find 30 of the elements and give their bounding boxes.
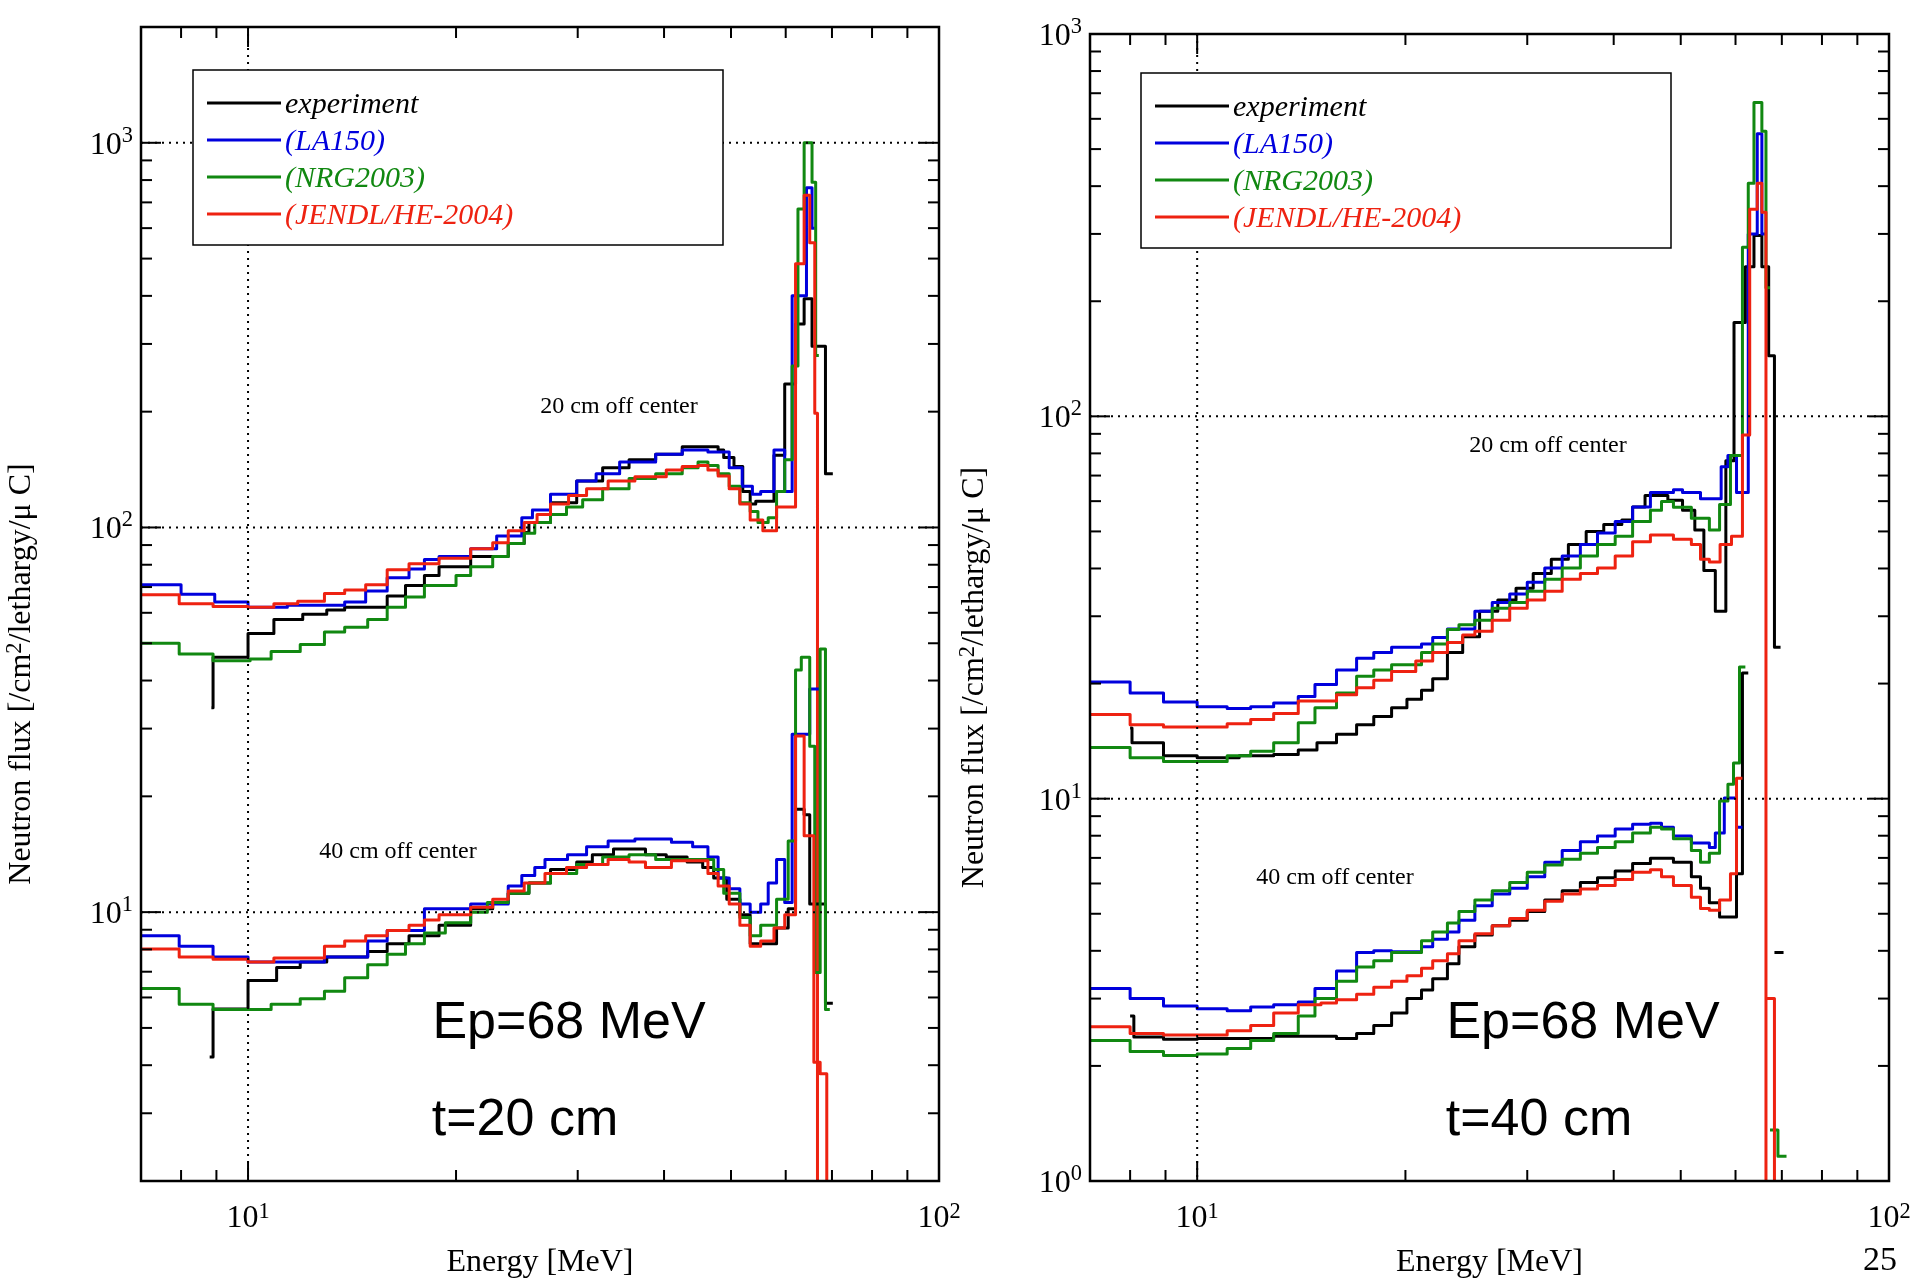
y-tick-label: 10$^{2}$ xyxy=(89,506,133,546)
legend-label: experiment xyxy=(285,86,419,119)
annotation: 20 cm off center xyxy=(540,392,698,418)
text: 25 xyxy=(1863,1240,1897,1277)
legend-label: (JENDL/HE-2004) xyxy=(285,197,514,231)
annotation: 20 cm off center xyxy=(1469,431,1627,457)
annotation: Ep=68 MeV xyxy=(1446,991,1720,1049)
legend-label: (NRG2003) xyxy=(1233,163,1373,197)
y-tick-label: 10$^{1}$ xyxy=(89,890,133,931)
legend-label: (JENDL/HE-2004) xyxy=(1233,200,1462,234)
annotation: 40 cm off center xyxy=(319,837,477,863)
annotation: t=20 cm xyxy=(431,1088,619,1146)
legend-label: (LA150) xyxy=(285,123,385,157)
annotation: t=40 cm xyxy=(1445,1088,1633,1146)
x-axis-title: Energy [MeV] xyxy=(1396,1242,1583,1278)
legend-label: (LA150) xyxy=(1233,126,1333,160)
x-tick-label: 10$^{1}$ xyxy=(1175,1198,1219,1234)
x-tick-label: 10$^{2}$ xyxy=(1867,1198,1911,1234)
x-axis-title: Energy [MeV] xyxy=(446,1242,634,1278)
y-tick-label: 10$^{3}$ xyxy=(1038,12,1082,52)
y-tick-label: 10$^{1}$ xyxy=(1038,777,1082,817)
y-tick-label: 10$^{0}$ xyxy=(1038,1159,1082,1199)
y-tick-label: 10$^{2}$ xyxy=(1038,395,1082,435)
x-tick-label: 10$^{2}$ xyxy=(917,1198,961,1234)
legend-label: (NRG2003) xyxy=(285,160,425,194)
y-tick-label: 10$^{3}$ xyxy=(89,121,133,161)
x-tick-label: 10$^{1}$ xyxy=(226,1198,270,1234)
legend-label: experiment xyxy=(1233,89,1367,122)
annotation: Ep=68 MeV xyxy=(432,991,706,1049)
annotation: 40 cm off center xyxy=(1256,863,1414,889)
